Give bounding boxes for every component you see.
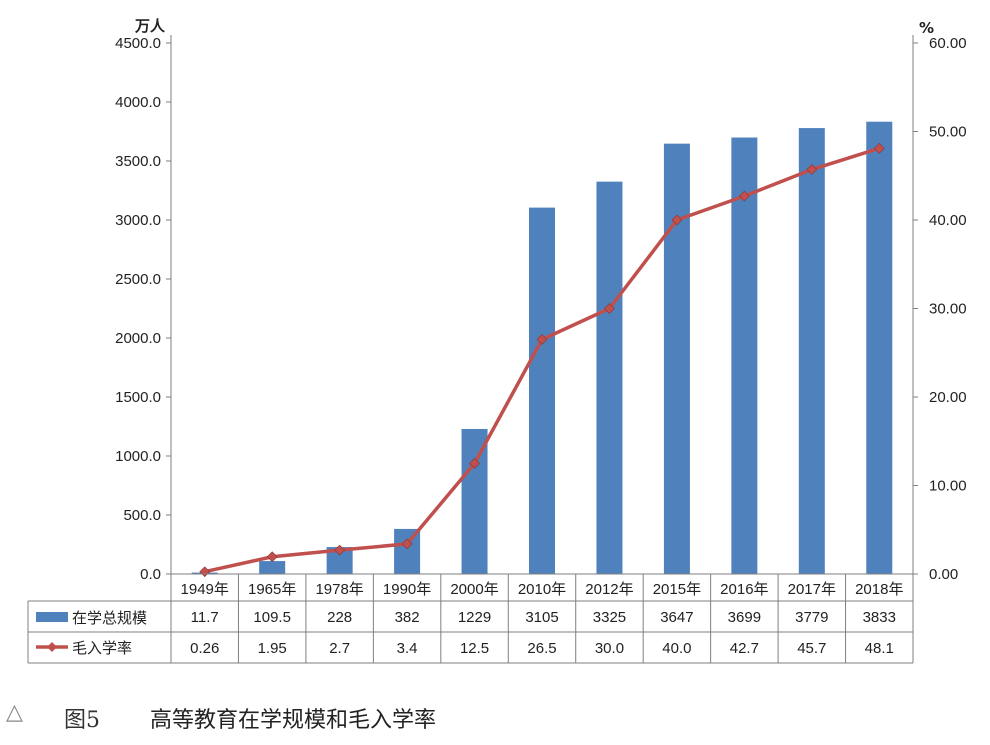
bar-data-label: 1229 xyxy=(458,609,491,626)
figure-caption: △ 图5 高等教育在学规模和毛入学率 xyxy=(0,700,990,740)
right-tick-label: 0.00 xyxy=(929,566,958,583)
x-tick-label: 2018年 xyxy=(855,581,903,598)
x-tick-label: 2010年 xyxy=(518,581,566,598)
bar-data-label: 3647 xyxy=(660,609,693,626)
left-axis-unit: 万人 xyxy=(134,17,166,35)
x-tick-label: 1990年 xyxy=(383,581,431,598)
figure-label: 图5 xyxy=(64,708,100,733)
bar-data-label: 109.5 xyxy=(253,609,291,626)
line-series xyxy=(199,142,885,578)
line-point xyxy=(401,538,413,550)
line-point xyxy=(199,566,211,578)
left-tick-label: 2000.0 xyxy=(115,330,161,347)
x-tick-label: 2015年 xyxy=(653,581,701,598)
line-point xyxy=(469,458,480,469)
x-tick-label: 1949年 xyxy=(181,581,229,598)
bar-data-label: 3833 xyxy=(863,609,896,626)
x-tick-label: 2017年 xyxy=(788,581,836,598)
right-tick-label: 10.00 xyxy=(929,478,967,495)
x-tick-label: 1965年 xyxy=(248,581,296,598)
left-tick-label: 3500.0 xyxy=(115,153,161,170)
line-point xyxy=(873,142,885,154)
line-data-label: 0.26 xyxy=(190,640,219,657)
line-point xyxy=(806,164,818,175)
right-tick-label: 20.00 xyxy=(929,389,967,406)
bar xyxy=(798,128,825,574)
left-tick-label: 3000.0 xyxy=(115,212,161,229)
left-tick-label: 4500.0 xyxy=(115,35,161,52)
bar-data-label: 3699 xyxy=(728,609,761,626)
right-axis-unit: % xyxy=(919,19,934,37)
line-data-label: 30.0 xyxy=(595,640,624,657)
legend-label-bar: 在学总规模 xyxy=(72,609,147,627)
line-data-label: 26.5 xyxy=(527,640,556,657)
line-point xyxy=(671,214,683,226)
line-data-label: 40.0 xyxy=(662,640,691,657)
bar-data-label: 382 xyxy=(395,609,420,626)
line-data-label: 2.7 xyxy=(329,640,350,657)
line-data-label: 42.7 xyxy=(730,640,759,657)
bar-data-label: 11.7 xyxy=(191,609,219,626)
line-point xyxy=(604,303,615,314)
left-tick-label: 1000.0 xyxy=(115,448,161,465)
line-data-label: 3.4 xyxy=(397,640,418,657)
line-data-label: 12.5 xyxy=(460,640,489,657)
left-tick-label: 500.0 xyxy=(123,507,161,524)
right-axis-ticks: 0.00 10.00 20.00 30.00 40.00 50.00 60.00 xyxy=(913,35,967,583)
legend-label-line: 毛入学率 xyxy=(72,639,132,657)
bar-data-label: 3779 xyxy=(795,609,828,626)
bar-data-label: 3325 xyxy=(593,609,626,626)
left-tick-label: 0.0 xyxy=(140,566,161,583)
caption-title: 高等教育在学规模和毛入学率 xyxy=(150,708,437,733)
bar xyxy=(866,121,893,575)
left-tick-label: 4000.0 xyxy=(115,94,161,111)
right-tick-label: 50.00 xyxy=(929,124,967,141)
bar xyxy=(529,207,555,575)
bar-data-label: 228 xyxy=(327,609,352,626)
bar xyxy=(259,561,286,574)
bar-series xyxy=(191,121,893,575)
right-tick-label: 30.00 xyxy=(929,301,967,318)
bar-data-label: 3105 xyxy=(525,609,558,626)
x-tick-label: 1978年 xyxy=(315,581,363,598)
line-point xyxy=(334,544,346,556)
right-tick-label: 40.00 xyxy=(929,212,967,229)
triangle-icon: △ xyxy=(6,700,23,725)
bar xyxy=(731,137,758,574)
bar xyxy=(461,428,488,574)
x-tick-label: 2000年 xyxy=(450,581,498,598)
left-axis-ticks: 0.0 500.0 1000.0 1500.0 2000.0 2500.0 3000.0 35… xyxy=(115,35,171,583)
bar xyxy=(394,528,421,574)
line-point xyxy=(536,334,548,345)
combo-chart: 万人 % 0.0 500.0 1000.0 1500.0 2000.0 2500.0 300… xyxy=(27,17,967,664)
data-table: 1949年 1965年 1978年 1990年 2000年 2010年 2012年 2015年… xyxy=(27,574,913,664)
left-tick-label: 2500.0 xyxy=(115,271,161,288)
line-point xyxy=(266,551,278,563)
right-tick-label: 60.00 xyxy=(929,35,967,52)
line-data-label: 45.7 xyxy=(797,640,826,657)
line-data-label: 1.95 xyxy=(258,640,287,657)
left-tick-label: 1500.0 xyxy=(115,389,161,406)
legend-key-marker xyxy=(47,642,57,652)
axes xyxy=(170,35,914,663)
x-tick-label: 2016年 xyxy=(720,581,768,598)
bar xyxy=(663,143,690,575)
bar xyxy=(596,181,623,574)
line-point xyxy=(738,190,750,202)
legend-key-bar xyxy=(36,612,68,622)
x-tick-label: 2012年 xyxy=(585,581,633,598)
line-data-label: 48.1 xyxy=(865,640,894,657)
